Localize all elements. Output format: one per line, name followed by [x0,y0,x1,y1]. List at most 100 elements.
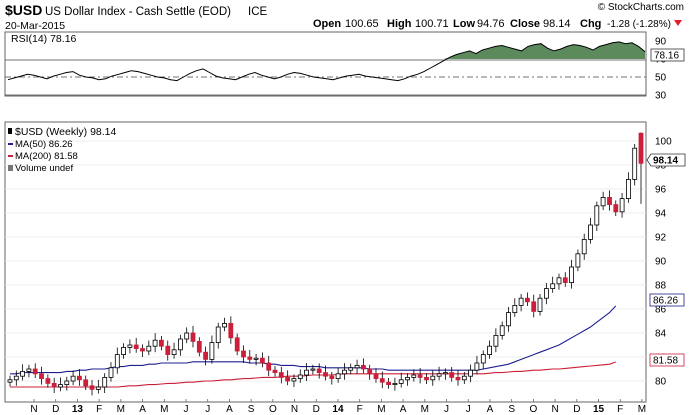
candle-body [32,368,38,375]
x-axis-label: M [421,404,429,415]
x-axis-label: M [377,404,385,415]
candle-body [392,382,398,385]
ma200-marker: 81.58 [649,353,685,367]
candle-body [360,364,366,370]
candle-body [266,362,272,371]
candle-body [550,283,556,289]
candle-body [83,379,89,387]
x-axis-label: M [160,404,168,415]
candle-body [556,277,562,285]
x-axis-label: O [529,404,537,415]
candle-body [39,373,44,379]
candle-body [146,345,152,352]
x-axis-label: A [487,404,494,415]
candle-body [348,367,354,371]
chart-description: US Dollar Index - Cash Settle (EOD) [45,6,231,18]
candle-body [544,288,549,299]
rsi-legend: RSI(14) 78.16 [11,33,77,45]
price-gridlines [5,140,646,382]
candle-body [588,224,593,240]
legend-ma200: MA(200) 81.58 [15,151,78,162]
candle-body [228,322,234,339]
candle-body [196,340,202,353]
rsi-tick-label: 50 [655,73,667,84]
candle-body [607,196,612,205]
candle-body [468,369,474,377]
candle-body [632,147,638,180]
candle-body [51,382,57,388]
candle-body [259,357,265,364]
x-axis-label: D [573,404,580,415]
candle-body [506,312,511,327]
candle-body [405,376,410,381]
candle-body [499,325,505,336]
rsi-panel-frame [4,31,647,97]
candle-body [430,375,436,381]
candle-body [310,368,316,371]
price-panel: 10098969492908886848280 $USD (Weekly) 98… [4,121,686,403]
candle-body [329,375,335,380]
quote-summary: Open 100.65 High 100.71 Low 94.76 Close … [313,18,682,30]
open-value: 100.65 [345,18,379,30]
chart-symbol: $USD [5,2,42,18]
candle-body [626,178,631,199]
x-axis-label: J [466,404,471,415]
candle-body [253,357,259,360]
low-value: 94.76 [477,18,505,30]
legend-swatch-volume [8,165,13,171]
x-axis-label: A [139,404,146,415]
candlesticks [7,132,644,396]
candle-body [531,301,537,312]
candle-body [480,354,486,364]
x-axis-label: N [291,404,298,415]
last-price-label: 98.14 [653,156,678,167]
candle-body [316,368,322,373]
candle-body [354,364,360,369]
price-tick-label: 96 [655,185,667,196]
x-axis-label: F [357,404,363,415]
high-label: High [387,18,412,30]
price-tick-label: 86 [655,305,667,316]
candle-body [95,386,101,390]
candle-body [386,381,392,386]
candle-body [341,369,347,375]
candle-body [474,362,480,371]
chart-exchange: ICE [248,6,268,18]
x-axis-label: S [248,404,255,415]
legend-ma50: MA(50) 86.26 [15,139,73,150]
candle-body [487,345,493,356]
legend-volume: Volume undef [15,163,73,174]
x-axis-label: D [313,404,320,415]
chart-date: 20-Mar-2015 [5,20,65,32]
x-axis-label: J [444,404,449,415]
price-panel-frame [4,121,647,403]
candle-body [297,374,303,379]
candle-body [581,238,587,255]
candle-body [436,373,442,377]
candle-body [518,297,524,306]
rsi-tick-label: 90 [655,37,667,48]
x-axis-label: J [205,404,210,415]
candle-body [335,373,341,379]
close-label: Close [510,18,540,30]
x-axis-label: A [400,404,407,415]
last-price-box [646,153,686,167]
candle-body [241,350,246,358]
x-axis-label: N [30,404,37,415]
last-price-marker: 98.14 [646,153,686,167]
x-axis-label: J [183,404,188,415]
close-value: 98.14 [543,18,571,30]
rsi-panel: RSI(14) 78.16 90705030 78.16 [4,31,685,102]
candle-body [89,385,95,390]
ma200-value-label: 81.58 [653,356,678,367]
price-tick-label: 94 [655,209,667,220]
candle-body [525,297,530,303]
rsi-overbought-fill [8,41,645,59]
price-tick-label: 100 [655,137,672,148]
candle-body [77,375,82,381]
candle-body [158,339,164,347]
ma50-value-label: 86.26 [653,296,678,307]
candle-body [222,322,227,328]
candle-body [13,375,19,381]
